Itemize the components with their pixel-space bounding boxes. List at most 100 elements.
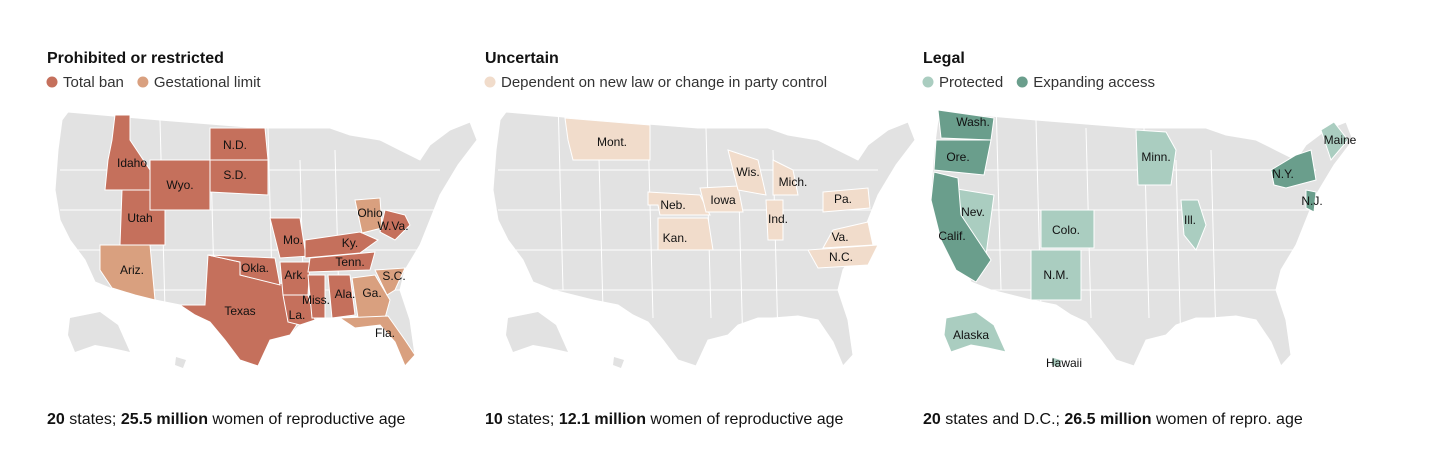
panel: Prohibited or restricted Total ban Gestati… [46,50,478,428]
state-shape [354,197,383,234]
state-shape [307,274,326,319]
state-label: Calif. [938,229,965,243]
panel-title: Uncertain [485,50,559,67]
state-label: Texas [224,304,255,318]
footer-part: states and D.C.; [941,411,1065,428]
state-shape [930,171,992,283]
footer-part: women of reproductive age [208,411,406,428]
state-label: S.D. [223,168,246,182]
us-outline [930,111,1354,367]
legend-swatch [1016,76,1028,88]
state-label: Wyo. [166,178,193,192]
panel: Uncertain Dependent on new law or change … [484,50,916,428]
state-label: Ky. [342,236,358,250]
hawaii-outline [613,357,624,368]
state-shape [772,159,799,196]
state-shape [933,139,992,176]
footer-part: 25.5 million [121,411,208,428]
state-label: Fla. [375,326,395,340]
state-shape [327,274,356,319]
footer-text: 10 states; 12.1 million women of reprodu… [485,411,844,428]
state-label: S.C. [382,269,405,283]
state-shape [209,159,269,196]
map: Idaho Wyo. Utah N.D. S.D. Texas Okla. Mo. Ark. La… [54,99,478,368]
state-shape [1180,199,1207,251]
state-label: Okla. [241,261,269,275]
alaska-outline [506,312,568,352]
state-label: Mont. [597,135,627,149]
state-shape [657,217,714,251]
state-label: N.J. [1301,194,1322,208]
state-shape [1135,129,1177,186]
state-shape [1270,149,1317,189]
state-shape [564,117,651,161]
footer-part: women of reproductive age [646,411,844,428]
footer-part: 10 [485,411,503,428]
footer-text: 20 states and D.C.; 26.5 million women o… [923,411,1303,428]
state-border [557,99,564,291]
state-border [995,99,1002,291]
state-shape [338,315,416,367]
state-shape [727,149,767,196]
state-shape [1320,121,1349,161]
legend-swatch [46,76,58,88]
state-label: Kan. [663,231,688,245]
state-shape [943,311,1007,353]
state-label: Iowa [710,193,736,207]
state-label: Idaho [117,156,147,170]
state-label: Utah [127,211,152,225]
legend-swatch [484,76,496,88]
state-shape [207,254,281,286]
footer-part: states; [65,411,121,428]
state-label: N.Y. [1272,167,1294,181]
state-label: Maine [1324,133,1357,147]
state-label: N.M. [1043,268,1068,282]
legend-label: Gestational limit [154,74,262,91]
legend-swatch [922,76,934,88]
state-label: Ariz. [120,263,144,277]
panel: Legal Protected Expanding access Minn. Nev. C… [922,50,1357,428]
state-label: Nev. [961,205,985,219]
state-label: Ala. [335,287,356,301]
state-label: Mo. [283,233,303,247]
state-label: Miss. [302,293,330,307]
alaska-outline [68,312,130,352]
footer-part: 20 [923,411,941,428]
state-shape [647,191,711,216]
panel-title: Legal [923,50,965,67]
map: Minn. Nev. Colo. N.M. Ill. Maine Alaska Hawaii W… [930,99,1357,370]
state-label: N.D. [223,138,247,152]
state-label: Ga. [362,286,381,300]
state-label: Tenn. [335,255,364,269]
state-border [1175,159,1182,351]
state-label: Pa. [834,192,852,206]
footer-part: states; [503,411,559,428]
state-shape [1305,189,1317,213]
state-shape [1040,209,1095,249]
state-label: La. [289,308,306,322]
state-label: Hawaii [1046,356,1082,370]
state-border [1210,149,1217,341]
state-shape [351,274,391,319]
state-label: Va. [831,230,848,244]
legend-swatch [137,76,149,88]
state-label: Wash. [956,115,990,129]
footer-part: 12.1 million [559,411,646,428]
state-shape [1050,356,1063,369]
footer-part: 20 [47,411,65,428]
panel-title: Prohibited or restricted [47,50,224,67]
hawaii-outline [175,357,186,368]
legend-label: Expanding access [1033,74,1155,91]
state-label: Ind. [768,212,788,226]
state-label: Mich. [779,175,808,189]
state-label: Minn. [1141,150,1170,164]
state-label: N.C. [829,250,853,264]
state-label: Ark. [284,268,305,282]
state-shape [807,244,879,269]
state-label: Alaska [953,328,989,342]
state-label: Ore. [946,150,969,164]
state-shape [1030,249,1082,301]
state-shape [304,231,379,259]
